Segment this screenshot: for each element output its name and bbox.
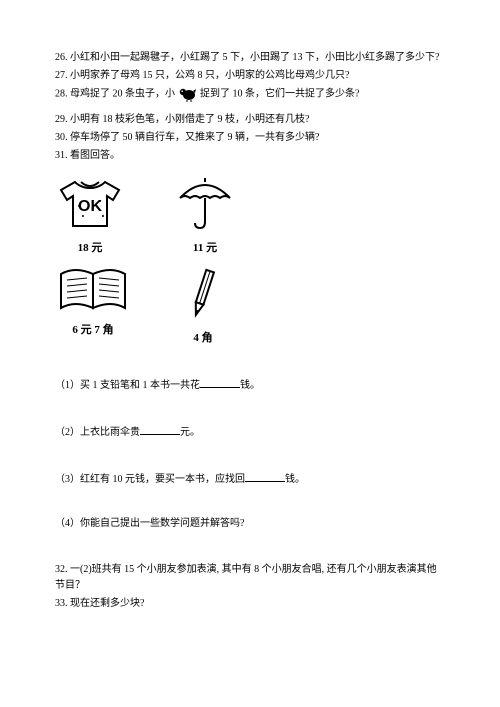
subquestion-4: （4）你能自己提出一些数学问题并解答吗?	[55, 516, 445, 532]
question-31: 31. 看图回答。	[55, 148, 445, 164]
umbrella-price: 11 元	[175, 240, 235, 258]
book-item: 6 元 7 角	[55, 264, 131, 348]
blank-2	[140, 422, 180, 435]
umbrella-icon	[175, 176, 235, 232]
shirt-item: OK 18 元	[55, 176, 125, 258]
subquestion-1-a: （1）买 1 支铅笔和 1 本书一共花	[55, 380, 200, 391]
subquestion-2-b: 元。	[180, 427, 200, 438]
question-28: 28. 母鸡捉了 20 条虫子，小 捉到了 10 条，它们一共捉了多少条?	[55, 86, 445, 102]
subquestion-2: （2）上衣比雨伞贵 元。	[55, 422, 445, 441]
illustration-row-2: 6 元 7 角 4 角	[55, 264, 445, 348]
pencil-price: 4 角	[181, 330, 225, 348]
question-28-text-a: 28. 母鸡捉了 20 条虫子，小	[55, 88, 175, 99]
umbrella-item: 11 元	[175, 176, 235, 258]
subquestion-1-b: 钱。	[240, 380, 260, 391]
subquestion-1: （1）买 1 支铅笔和 1 本书一共花 钱。	[55, 375, 445, 394]
subquestion-3-a: （3）红红有 10 元钱，要买一本书，应找回	[55, 474, 245, 485]
question-28-text-b: 捉到了 10 条，它们一共捉了多少条?	[200, 88, 359, 99]
question-27: 27. 小明家养了母鸡 15 只，公鸡 8 只，小明家的公鸡比母鸡少几只?	[55, 68, 445, 84]
question-30: 30. 停车场停了 50 辆自行车，又推来了 9 辆，一共有多少辆?	[55, 130, 445, 146]
subquestion-3: （3）红红有 10 元钱，要买一本书，应找回 钱。	[55, 469, 445, 488]
chick-icon	[178, 86, 198, 102]
blank-3	[245, 469, 285, 482]
pencil-item: 4 角	[181, 264, 225, 348]
question-33: 33. 现在还剩多少块?	[55, 596, 445, 612]
question-32: 32. 一(2)班共有 15 个小朋友参加表演, 其中有 8 个小朋友合唱, 还…	[55, 562, 445, 594]
question-29: 29. 小明有 18 枝彩色笔，小刚借走了 9 枝，小明还有几枝?	[55, 112, 445, 128]
worksheet-page: 26. 小红和小田一起踢毽子，小红踢了 5 下，小田踢了 13 下，小田比小红多…	[0, 0, 500, 654]
question-26: 26. 小红和小田一起踢毽子，小红踢了 5 下，小田踢了 13 下，小田比小红多…	[55, 50, 445, 66]
shirt-icon: OK	[55, 176, 125, 232]
shirt-price: 18 元	[55, 240, 125, 258]
blank-1	[200, 375, 240, 388]
subquestion-3-b: 钱。	[285, 474, 305, 485]
book-price: 6 元 7 角	[55, 322, 131, 340]
subquestion-2-a: （2）上衣比雨伞贵	[55, 427, 140, 438]
pencil-icon	[181, 264, 225, 322]
svg-text:OK: OK	[78, 198, 102, 215]
illustration-row-1: OK 18 元 11 元	[55, 176, 445, 258]
book-icon	[55, 264, 131, 314]
